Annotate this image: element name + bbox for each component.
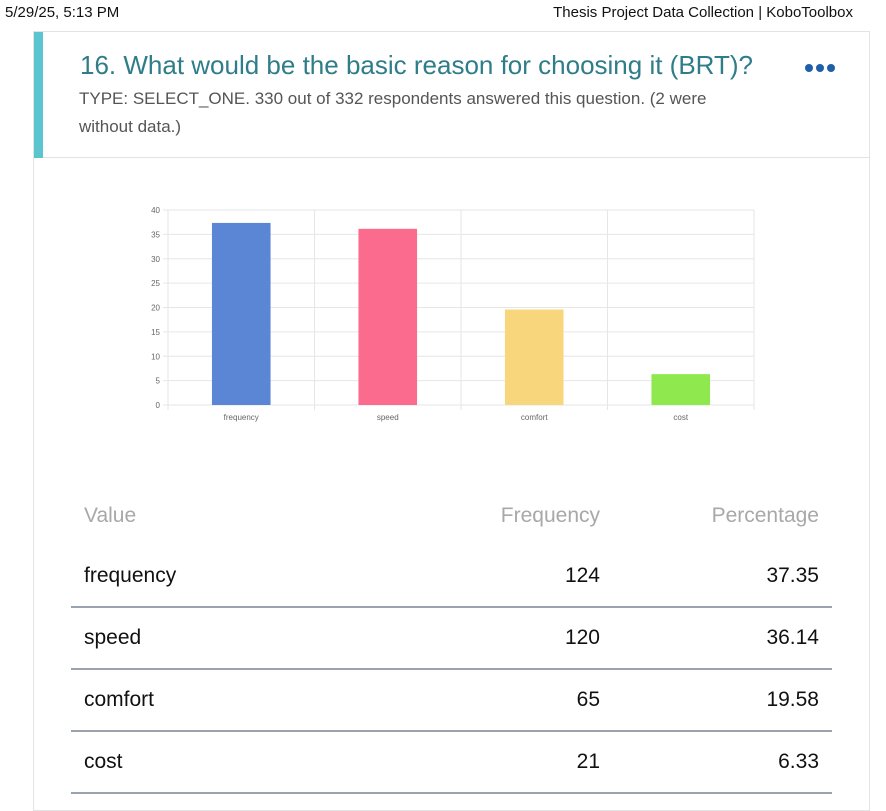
more-horizontal-icon <box>816 64 824 72</box>
x-tick-label: frequency <box>224 413 259 422</box>
print-datetime: 5/29/25, 5:13 PM <box>5 4 120 21</box>
y-tick-label: 10 <box>151 352 160 361</box>
bar-speed <box>358 228 418 405</box>
bar-chart: 0 5 10 15 20 25 30 35 40 frequency speed comfort cos… <box>140 200 765 440</box>
more-options-button[interactable] <box>804 59 836 77</box>
row-percentage: 6.33 <box>613 731 832 794</box>
table-row: speed 120 36.14 <box>71 607 832 670</box>
row-value: speed <box>71 607 397 670</box>
table-row: comfort 65 19.58 <box>71 669 832 732</box>
bar-chart-svg: 0 5 10 15 20 25 30 35 40 frequency speed comfort cos… <box>151 206 755 422</box>
header-percentage: Percentage <box>711 504 819 527</box>
y-tick-label: 35 <box>151 230 160 239</box>
header-frequency: Frequency <box>500 504 600 527</box>
x-tick-label: speed <box>377 413 399 422</box>
row-value: frequency <box>71 546 397 608</box>
question-meta: TYPE: SELECT_ONE. 330 out of 332 respond… <box>79 89 707 136</box>
y-tick-label: 15 <box>151 328 160 337</box>
bar-comfort <box>504 309 564 405</box>
table-row: cost 21 6.33 <box>71 731 832 794</box>
y-tick-label: 30 <box>151 255 160 264</box>
question-header: 16. What would be the basic reason for c… <box>34 32 869 158</box>
row-frequency: 65 <box>397 669 613 732</box>
print-header: 5/29/25, 5:13 PM Thesis Project Data Col… <box>0 0 886 26</box>
bar-frequency <box>211 222 271 405</box>
y-tick-label: 40 <box>151 206 160 215</box>
question-title: 16. What would be the basic reason for c… <box>80 50 753 80</box>
y-tick-label: 5 <box>156 377 161 386</box>
more-horizontal-icon <box>805 64 813 72</box>
accent-bar <box>34 32 43 158</box>
table-header-row: Value Frequency Percentage <box>71 486 832 546</box>
row-frequency: 124 <box>397 546 613 608</box>
row-value: comfort <box>71 669 397 732</box>
y-tick-label: 25 <box>151 279 160 288</box>
row-percentage: 19.58 <box>613 669 832 732</box>
row-percentage: 36.14 <box>613 607 832 670</box>
row-frequency: 120 <box>397 607 613 670</box>
row-frequency: 21 <box>397 731 613 794</box>
y-tick-label: 20 <box>151 304 160 313</box>
frequency-table: Value Frequency Percentage frequency 124… <box>71 486 832 794</box>
bar-cost <box>651 374 711 405</box>
x-tick-label: comfort <box>521 413 548 422</box>
header-value: Value <box>84 504 137 527</box>
x-tick-label: cost <box>673 413 688 422</box>
table-row: frequency 124 37.35 <box>71 546 832 608</box>
row-percentage: 37.35 <box>613 546 832 608</box>
print-page-title: Thesis Project Data Collection | KoboToo… <box>553 4 853 21</box>
more-horizontal-icon <box>827 64 835 72</box>
y-tick-label: 0 <box>156 401 161 410</box>
row-value: cost <box>71 731 397 794</box>
